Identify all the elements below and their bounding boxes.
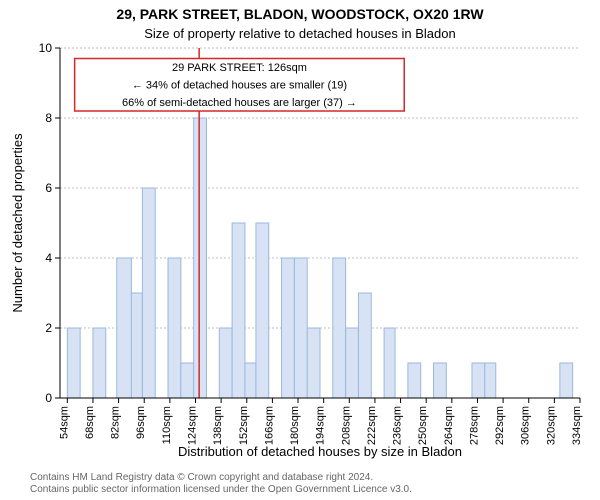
x-tick-label: 152sqm [238, 406, 250, 445]
x-tick-label: 264sqm [443, 406, 455, 445]
histogram-bar [282, 258, 295, 398]
histogram-bar [408, 363, 421, 398]
x-tick-label: 54sqm [58, 406, 70, 439]
x-tick-label: 82sqm [110, 406, 122, 439]
x-tick-label: 180sqm [289, 406, 301, 445]
x-tick-label: 292sqm [494, 406, 506, 445]
histogram-bar [131, 293, 142, 398]
histogram-bar [219, 328, 232, 398]
x-tick-label: 166sqm [263, 406, 275, 445]
histogram-bar [384, 328, 395, 398]
x-tick-label: 222sqm [366, 406, 378, 445]
x-tick-label: 278sqm [468, 406, 480, 445]
annotation-line: ← 34% of detached houses are smaller (19… [132, 80, 347, 92]
y-tick-label: 10 [39, 41, 53, 55]
y-axis-label: Number of detached properties [10, 133, 25, 313]
attribution-footer: Contains HM Land Registry data © Crown c… [30, 472, 412, 496]
x-tick-label: 334sqm [571, 406, 583, 445]
y-tick-label: 8 [45, 111, 52, 125]
annotation-line: 29 PARK STREET: 126sqm [172, 62, 307, 74]
histogram-bar [142, 188, 155, 398]
x-tick-label: 250sqm [417, 406, 429, 445]
x-tick-label: 320sqm [545, 406, 557, 445]
histogram-bar [333, 258, 346, 398]
histogram-bar [256, 223, 269, 398]
histogram-bar [67, 328, 80, 398]
x-tick-label: 96sqm [135, 406, 147, 439]
histogram-bar [168, 258, 181, 398]
histogram-bar [294, 258, 307, 398]
histogram-bar [346, 328, 359, 398]
x-tick-label: 194sqm [315, 406, 327, 445]
histogram-bar [307, 328, 320, 398]
x-tick-label: 68sqm [84, 406, 96, 439]
chart-container: 29, PARK STREET, BLADON, WOODSTOCK, OX20… [0, 0, 600, 500]
histogram-bar [245, 363, 256, 398]
histogram-bar [560, 363, 573, 398]
x-tick-label: 306sqm [520, 406, 532, 445]
annotation-line: 66% of semi-detached houses are larger (… [122, 97, 357, 109]
histogram-bar [181, 363, 194, 398]
y-tick-label: 6 [45, 181, 52, 195]
x-tick-label: 110sqm [161, 406, 173, 444]
y-tick-label: 0 [45, 391, 52, 405]
histogram-bar [434, 363, 447, 398]
histogram-bar [232, 223, 245, 398]
histogram-bar [358, 293, 371, 398]
footer-line-1: Contains HM Land Registry data © Crown c… [30, 472, 412, 484]
histogram-bar [472, 363, 485, 398]
x-axis-label: Distribution of detached houses by size … [178, 444, 462, 459]
y-tick-label: 4 [45, 251, 52, 265]
histogram-bar [194, 118, 207, 398]
histogram-svg: 0 2 4 6 8 10 54sqm 68sqm 82sqm 96sqm 110sqm 124sqm 1… [0, 0, 600, 500]
y-tick-label: 2 [45, 321, 52, 335]
histogram-bar [117, 258, 132, 398]
histogram-bar [485, 363, 496, 398]
footer-line-2: Contains public sector information licen… [30, 484, 412, 496]
x-tick-label: 236sqm [392, 406, 404, 445]
x-tick-label: 138sqm [212, 406, 224, 445]
x-tick-label: 124sqm [186, 406, 198, 445]
x-tick-label: 208sqm [340, 406, 352, 445]
histogram-bar [93, 328, 106, 398]
